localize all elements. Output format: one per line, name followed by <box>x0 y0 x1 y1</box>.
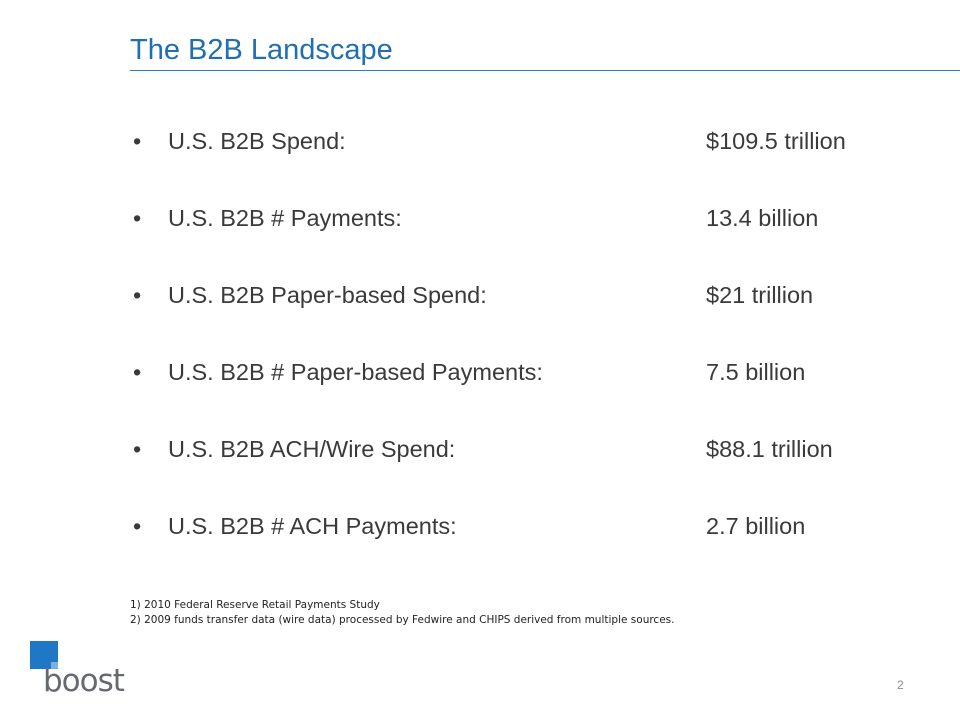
bullet-item: • U.S. B2B ACH/Wire Spend: $88.1 trillio… <box>133 430 913 507</box>
bullet-value: 2.7 billion <box>706 513 806 539</box>
bullet-label: U.S. B2B # Payments: <box>168 205 402 231</box>
bullet-value: 13.4 billion <box>706 205 819 231</box>
bullet-item: • U.S. B2B # Paper-based Payments: 7.5 b… <box>133 353 913 430</box>
bullet-label: U.S. B2B # Paper-based Payments: <box>168 359 543 385</box>
bullet-marker: • <box>133 359 142 385</box>
footnotes: 1) 2010 Federal Reserve Retail Payments … <box>130 598 674 628</box>
bullet-label: U.S. B2B Paper-based Spend: <box>168 282 487 308</box>
boost-logo: boost <box>30 641 130 701</box>
bullet-label: U.S. B2B # ACH Payments: <box>168 513 457 539</box>
bullet-value: $21 trillion <box>706 282 814 308</box>
footnote: 1) 2010 Federal Reserve Retail Payments … <box>130 599 380 611</box>
page-number: 2 <box>897 678 904 692</box>
bullet-label: U.S. B2B Spend: <box>168 128 346 154</box>
bullet-item: • U.S. B2B Spend: $109.5 trillion <box>133 122 913 199</box>
bullet-label: U.S. B2B ACH/Wire Spend: <box>168 436 456 462</box>
logo-dot-icon <box>51 662 58 669</box>
bullet-value: $88.1 trillion <box>706 436 833 462</box>
bullet-value: $109.5 trillion <box>706 128 846 154</box>
slide-title: The B2B Landscape <box>130 34 393 66</box>
bullet-item: • U.S. B2B # ACH Payments: 2.7 billion <box>133 507 913 584</box>
bullet-marker: • <box>133 128 142 154</box>
bullet-marker: • <box>133 205 142 231</box>
bullet-item: • U.S. B2B Paper-based Spend: $21 trilli… <box>133 276 913 353</box>
bullet-item: • U.S. B2B # Payments: 13.4 billion <box>133 199 913 276</box>
bullet-marker: • <box>133 436 142 462</box>
bullet-value: 7.5 billion <box>706 359 806 385</box>
bullet-marker: • <box>133 282 142 308</box>
bullet-marker: • <box>133 513 142 539</box>
title-divider <box>130 70 960 71</box>
footnote: 2) 2009 funds transfer data (wire data) … <box>130 614 675 626</box>
bullet-list: • U.S. B2B Spend: $109.5 trillion • U.S.… <box>133 122 913 584</box>
logo-wordmark: boost <box>43 663 125 699</box>
